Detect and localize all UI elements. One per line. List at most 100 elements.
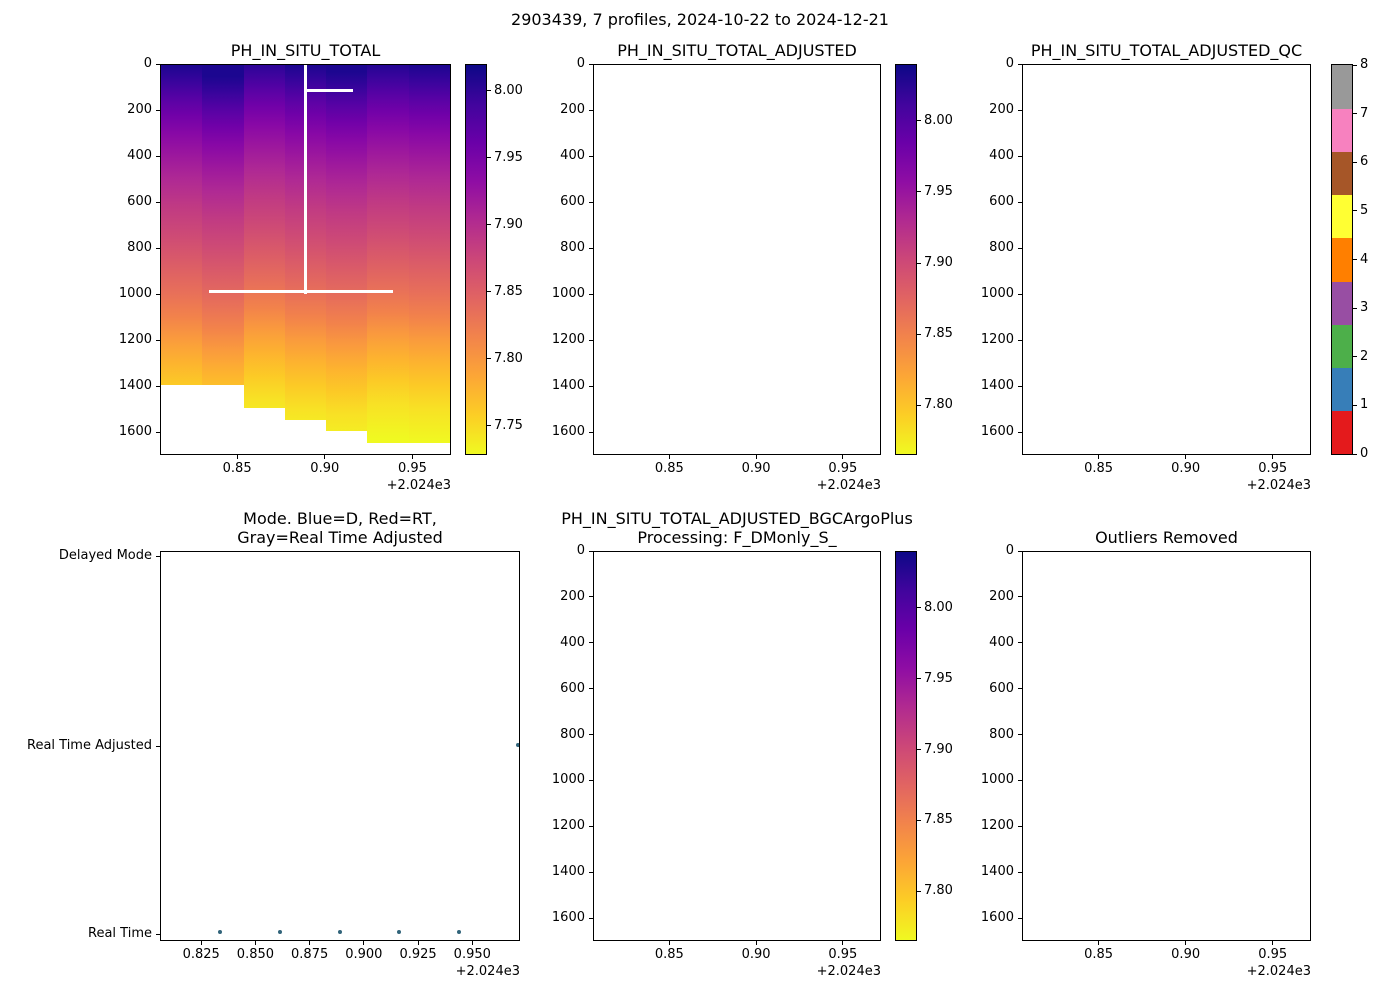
crosshair-hline (208, 290, 394, 294)
x-tick-mark (200, 941, 202, 945)
x-tick-label: 0.85 (654, 947, 684, 962)
y-tick-mark (1018, 779, 1022, 781)
colorbar-tick-mark (917, 191, 921, 193)
colorbar-band (1332, 65, 1352, 109)
y-tick-label: Real Time Adjusted (27, 738, 152, 753)
colorbar-tick-mark (1353, 113, 1357, 115)
y-tick-mark (589, 550, 593, 552)
x-offset-label: +2.024e3 (1246, 964, 1311, 979)
y-tick-mark (1018, 247, 1022, 249)
colorbar-tick-mark (917, 404, 921, 406)
colorbar-tick-mark (1353, 356, 1357, 358)
y-tick-mark (1018, 917, 1022, 919)
y-tick-label: 1000 (551, 286, 585, 301)
colorbar-tick-label: 6 (1360, 154, 1369, 170)
colorbar-band (1332, 237, 1352, 282)
colorbar-band (1332, 281, 1352, 325)
heatmap-column (243, 65, 286, 409)
y-tick-mark (1018, 688, 1022, 690)
colorbar-tick-mark (1353, 161, 1357, 163)
y-tick-mark (1018, 293, 1022, 295)
colorbar-band (1332, 108, 1352, 152)
x-tick-label: 0.90 (741, 947, 771, 962)
y-tick-mark (1018, 596, 1022, 598)
scatter-area (161, 552, 519, 940)
y-tick-label: 800 (989, 726, 1014, 742)
y-tick-label: 200 (560, 102, 585, 117)
x-offset-label: +2.024e3 (386, 478, 451, 493)
axes (593, 64, 881, 455)
colorbar-tick-mark (487, 157, 491, 159)
figure-title: 2903439, 7 profiles, 2024-10-22 to 2024-… (511, 10, 889, 29)
colorbar-band (1332, 367, 1352, 412)
y-tick-label: 1600 (980, 910, 1014, 926)
colorbar-tick-label: 7.95 (494, 149, 523, 165)
colorbar-tick-label: 8.00 (494, 82, 523, 98)
colorbar-tick-label: 2 (1360, 348, 1369, 364)
scatter-dot (456, 930, 461, 934)
colorbar-tick-mark (917, 819, 921, 821)
y-tick-label: 1400 (980, 864, 1014, 880)
y-tick-label: 200 (989, 588, 1014, 604)
y-tick-mark (1018, 385, 1022, 387)
x-tick-mark (842, 455, 844, 459)
x-tick-label: 0.85 (222, 461, 252, 476)
y-tick-mark (156, 385, 160, 387)
y-tick-mark (156, 247, 160, 249)
y-tick-label: 0 (1005, 56, 1014, 71)
colorbar (895, 551, 917, 941)
y-tick-label: 600 (989, 194, 1014, 209)
axes (1022, 551, 1311, 941)
y-tick-label: 600 (560, 680, 585, 696)
colorbar-tick-mark (487, 358, 491, 360)
y-tick-mark (1018, 431, 1022, 433)
y-tick-mark (589, 385, 593, 387)
colorbar-tick-label: 7.90 (924, 255, 953, 271)
x-tick-label: 0.90 (741, 461, 771, 476)
x-tick-label: 0.875 (291, 947, 329, 962)
y-tick-mark (589, 155, 593, 157)
y-tick-mark (156, 745, 160, 747)
colorbar (1331, 64, 1353, 455)
x-tick-mark (755, 941, 757, 945)
y-tick-label: 1600 (551, 424, 585, 439)
y-tick-mark (1018, 155, 1022, 157)
colorbar-tick-mark (1353, 259, 1357, 260)
y-tick-label: 0 (143, 56, 152, 71)
x-tick-mark (471, 941, 473, 945)
y-tick-label: Delayed Mode (58, 548, 152, 563)
x-tick-label: 0.900 (345, 947, 383, 962)
colorbar-tick-label: 7.85 (924, 812, 953, 828)
panel-title: PH_IN_SITU_TOTAL (230, 41, 381, 60)
y-tick-mark (156, 933, 160, 935)
x-offset-label: +2.024e3 (1246, 478, 1311, 493)
colorbar-band (1332, 151, 1352, 196)
x-tick-mark (1098, 455, 1100, 459)
x-tick-mark (309, 941, 311, 945)
x-tick-label: 0.95 (828, 461, 858, 476)
y-tick-label: 1000 (980, 772, 1014, 788)
axes (1022, 64, 1311, 455)
y-tick-mark (156, 293, 160, 295)
y-tick-label: 800 (560, 726, 585, 742)
y-tick-label: 1600 (551, 910, 585, 926)
colorbar-tick-mark (917, 607, 921, 609)
y-tick-mark (589, 642, 593, 644)
y-tick-label: 1200 (118, 332, 152, 347)
colorbar-tick-label: 7.85 (924, 326, 953, 342)
x-tick-mark (842, 941, 844, 945)
y-tick-label: 600 (127, 194, 152, 209)
y-tick-label: 400 (560, 634, 585, 650)
panel-title: Gray=Real Time Adjusted (237, 528, 443, 547)
colorbar-tick-mark (917, 333, 921, 335)
x-tick-mark (1098, 941, 1100, 945)
heatmap-column (408, 65, 450, 443)
y-tick-label: 400 (989, 634, 1014, 650)
x-tick-mark (668, 455, 670, 459)
y-tick-label: 200 (989, 102, 1014, 117)
y-tick-label: 600 (989, 680, 1014, 696)
heatmap-column (367, 65, 410, 443)
colorbar-tick-label: 4 (1360, 251, 1369, 267)
x-tick-label: 0.95 (828, 947, 858, 962)
crosshair-short-hline (305, 89, 354, 93)
